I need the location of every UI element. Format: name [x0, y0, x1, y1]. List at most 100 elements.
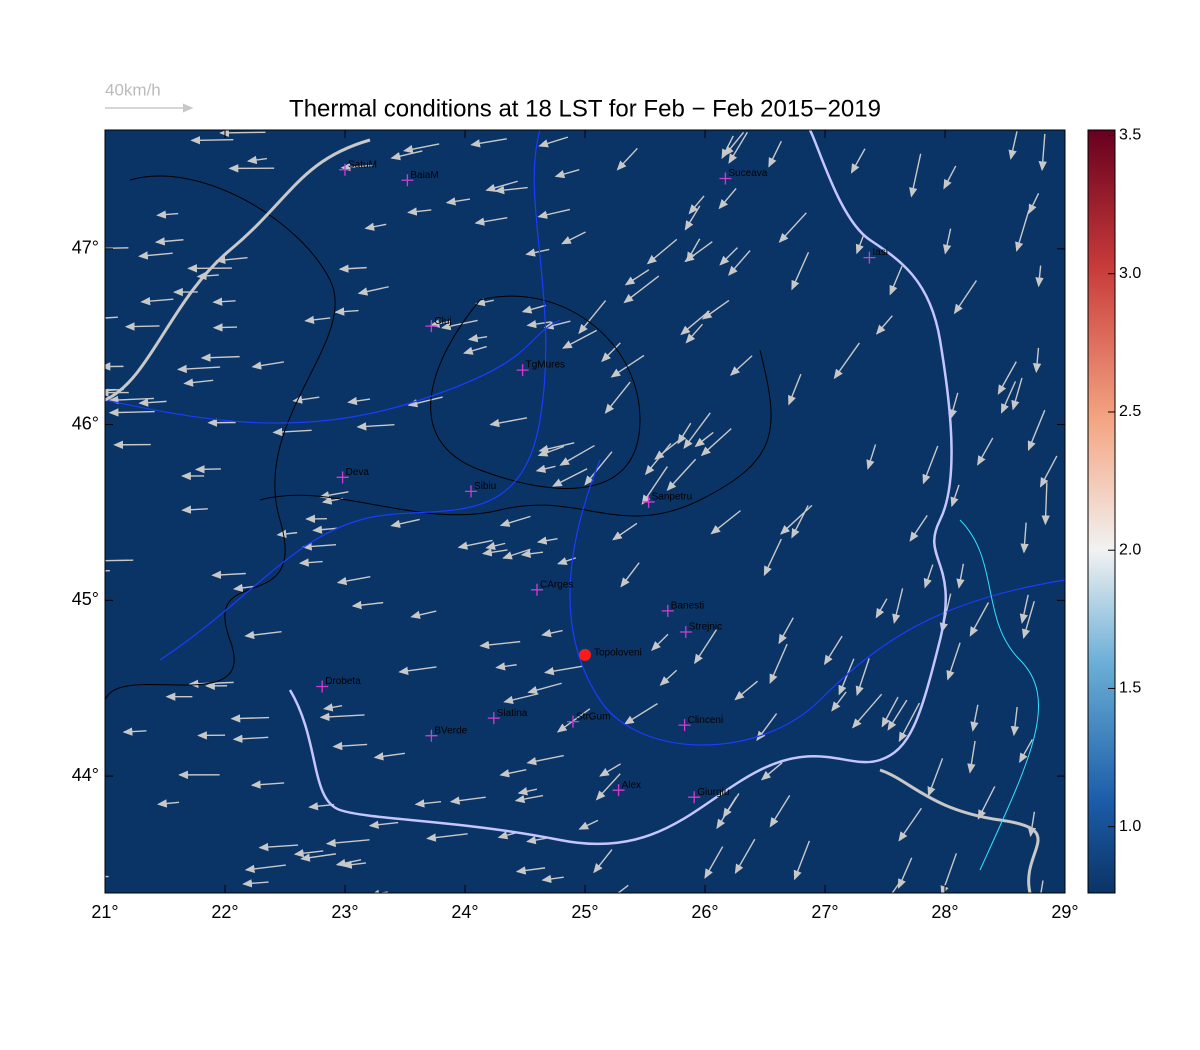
wind-arrow [325, 838, 370, 848]
wind-arrow [407, 396, 443, 408]
wind-arrow [414, 799, 442, 808]
x-tick-label: 29° [1051, 902, 1078, 922]
wind-arrow [970, 704, 979, 732]
wind-arrow [356, 422, 395, 431]
wind-arrow [666, 458, 697, 492]
wind-arrow [298, 558, 323, 567]
wind-arrow [1019, 594, 1029, 624]
wind-arrow [977, 437, 994, 466]
station-label: Alex [622, 780, 641, 791]
wind-arrow [514, 794, 544, 804]
wind-arrow [923, 564, 934, 589]
x-tick-label: 22° [211, 902, 238, 922]
wind-arrow [734, 680, 759, 701]
wind-arrow [866, 444, 877, 470]
wind-arrow [855, 658, 870, 697]
wind-arrow [474, 217, 508, 226]
wind-arrow [440, 319, 478, 331]
wind-arrow [791, 251, 810, 291]
wind-arrow [494, 185, 528, 195]
x-tick-label: 24° [451, 902, 478, 922]
wind-arrow [875, 598, 888, 619]
station-marker [339, 163, 351, 176]
wind-arrow [390, 518, 420, 528]
station-label: SatuM [348, 159, 377, 170]
station-marker [612, 784, 625, 797]
wind-arrow [347, 396, 371, 406]
wind-arrow [551, 468, 588, 487]
title: Thermal conditions at 18 LST for Feb − F… [289, 95, 881, 122]
station-label: Slatina [497, 708, 528, 719]
wind-arrow [710, 510, 741, 535]
wind-arrow [475, 298, 494, 307]
river [159, 130, 547, 661]
wind-arrow [499, 769, 527, 778]
wind-arrow [449, 796, 486, 805]
wind-arrow [232, 583, 255, 593]
wind-arrow [1036, 880, 1046, 893]
wind-arrow [1027, 409, 1046, 451]
x-tick-label: 21° [91, 902, 118, 922]
wind-arrow [351, 600, 384, 610]
wind-arrow [403, 143, 440, 154]
wind-arrow [556, 708, 591, 733]
wind-arrow [301, 542, 337, 551]
station-label: BaiaM [410, 170, 438, 181]
wind-arrow [242, 879, 269, 888]
border [879, 768, 1040, 893]
wind-arrow [108, 408, 155, 417]
station-marker [487, 712, 500, 725]
x-tick-label: 25° [571, 902, 598, 922]
wind-arrow [722, 796, 737, 819]
wind-arrow [1038, 133, 1047, 172]
wind-arrow [338, 264, 367, 273]
wind-arrow [272, 427, 312, 437]
wind-arrow [497, 831, 518, 840]
wind-arrow [760, 762, 783, 781]
wind-arrow [312, 525, 339, 534]
wind-arrow [300, 853, 336, 862]
river [105, 319, 561, 424]
wind-arrow [1021, 601, 1035, 640]
y-tick-label: 45° [72, 589, 99, 609]
station-marker [567, 715, 579, 728]
wind-arrow [718, 187, 737, 210]
wind-arrow [584, 451, 613, 486]
wind-arrow [887, 699, 908, 731]
wind-arrow [1035, 265, 1044, 288]
wind-arrow [211, 570, 246, 580]
wind-arrow [334, 307, 359, 316]
wind-arrow [196, 271, 219, 281]
wind-arrow [599, 763, 621, 777]
wind-arrow [833, 342, 860, 380]
wind-arrow [319, 712, 365, 722]
wind-arrow [154, 237, 184, 246]
wind-arrow [212, 297, 236, 306]
wind-arrow [897, 857, 913, 889]
wind-arrow [1015, 209, 1030, 252]
wind-arrow [969, 602, 990, 637]
x-tick-label: 23° [331, 902, 358, 922]
wind-arrow [105, 247, 129, 250]
wind-arrow [686, 238, 701, 262]
wind-arrow [183, 378, 214, 387]
wind-arrow [194, 465, 221, 474]
wind-arrow [953, 280, 978, 315]
map-background [105, 130, 1065, 893]
station-label: TgMures [526, 360, 565, 371]
wind-arrow [898, 702, 921, 743]
station-label: StrGum [576, 711, 610, 722]
wind-arrow [892, 588, 904, 624]
wind-arrow [244, 864, 286, 874]
wind-arrow [927, 758, 944, 797]
station-marker [425, 729, 438, 742]
wind-arrow [520, 549, 544, 558]
border [105, 138, 371, 402]
wind-arrow [467, 334, 488, 343]
station-marker [316, 680, 329, 693]
wind-arrow [251, 361, 284, 370]
station-marker [401, 174, 414, 187]
wind-scale-label: 40km/h [105, 80, 161, 99]
wind-arrow [881, 696, 899, 728]
wind-arrow [536, 536, 558, 545]
